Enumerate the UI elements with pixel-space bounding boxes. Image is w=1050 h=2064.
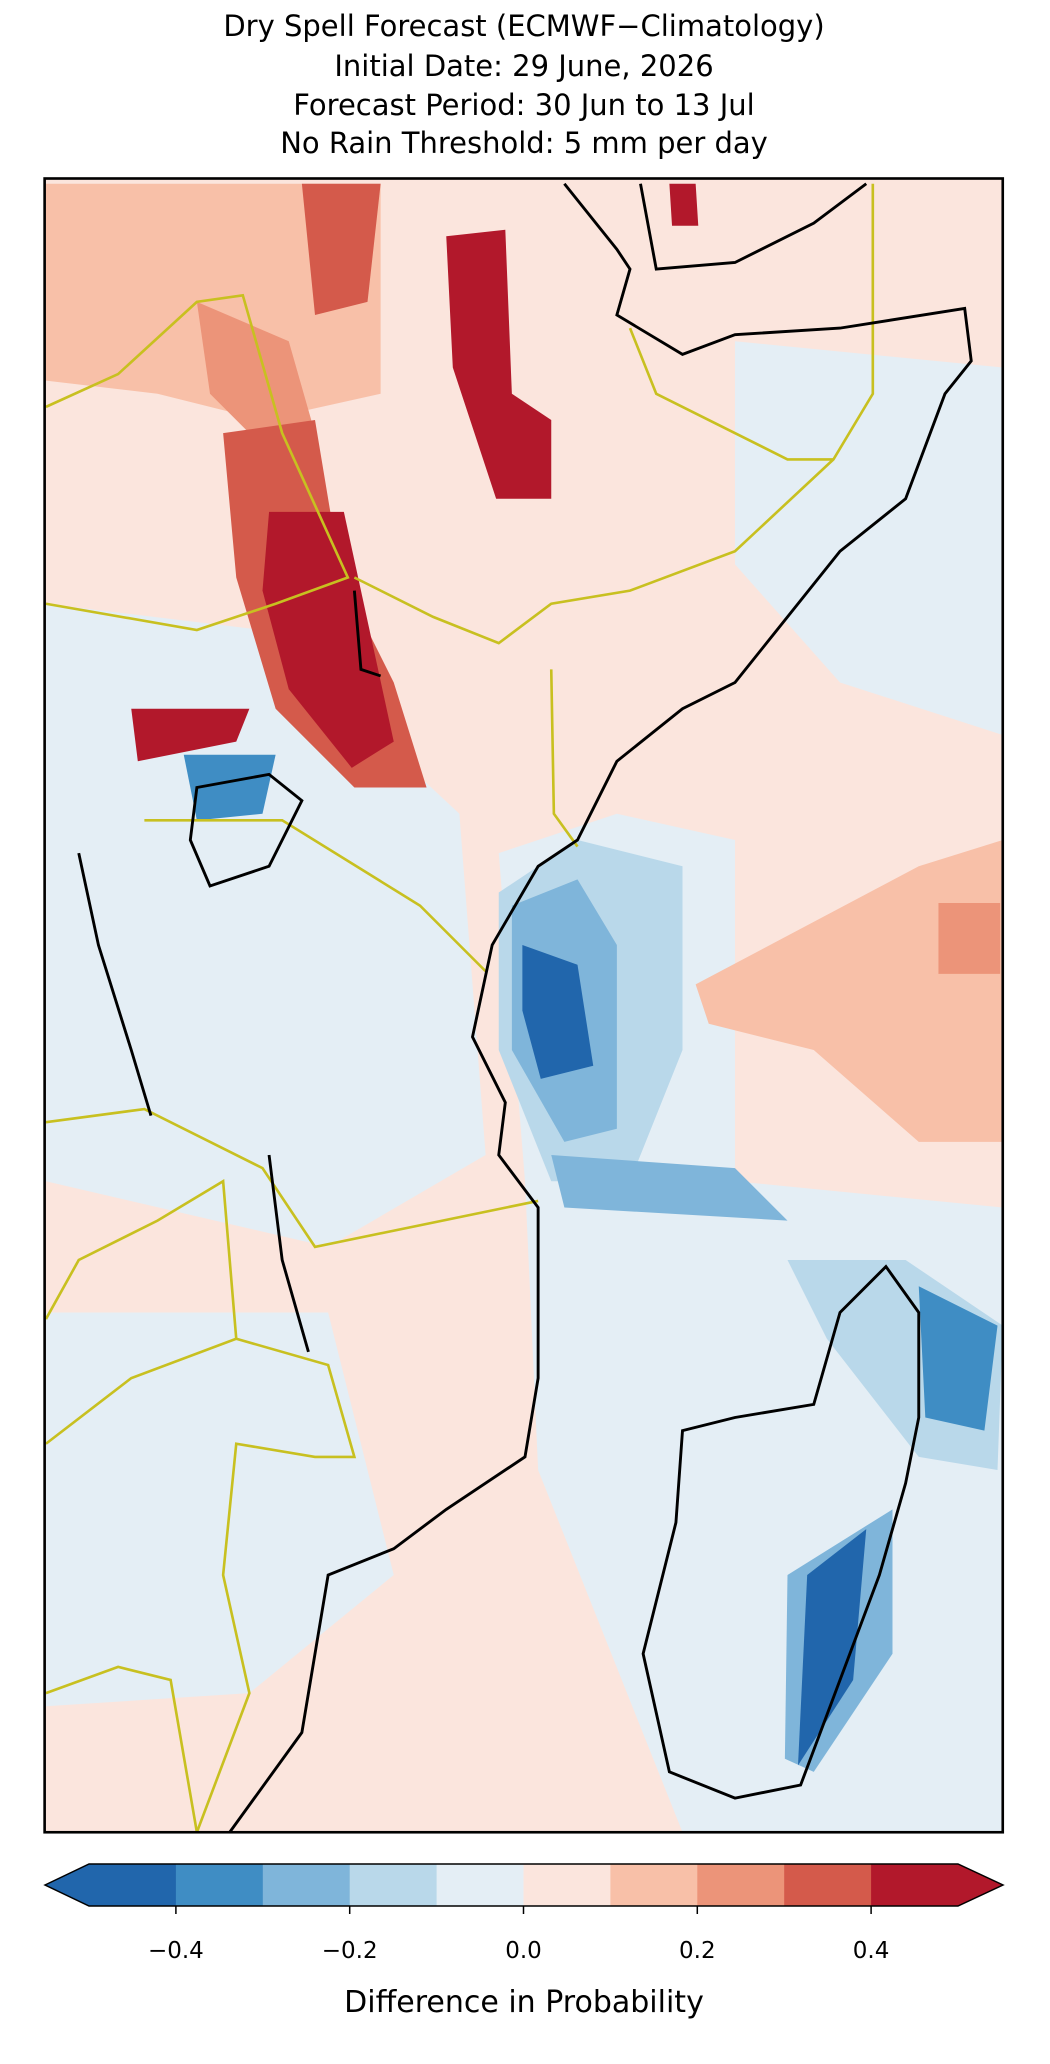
field-patch: [45, 1312, 394, 1707]
border: [628, 327, 834, 461]
field-patch: [918, 1286, 998, 1431]
border: [549, 669, 579, 848]
colorbar-segment: [697, 1864, 785, 1906]
coastline: [639, 182, 868, 271]
border: [353, 183, 875, 645]
border: [144, 819, 487, 973]
border: [44, 1179, 238, 1445]
field-patch: [735, 341, 1003, 735]
title-line: Initial Date: 29 June, 2026: [334, 49, 713, 83]
field-patch: [551, 1155, 788, 1221]
colorbar: −0.4 −0.2 0.0 0.2 0.4: [43, 1863, 1005, 1964]
lake: [188, 772, 304, 888]
colorbar-tick-label: 0.0: [505, 1938, 542, 1964]
field-patch: [262, 511, 394, 768]
colorbar-segment: [175, 1864, 264, 1906]
title-line: Dry Spell Forecast (ECMWF−Climatology): [223, 9, 824, 43]
map-field: [44, 178, 1003, 1833]
colorbar-segment: [89, 1864, 177, 1906]
colorbar-label: Difference in Probability: [344, 1985, 704, 2020]
map-frame: [43, 177, 1005, 1834]
field-patch: [45, 183, 381, 420]
colorbar-extend: [45, 1864, 89, 1906]
colorbar-extend: [958, 1864, 1003, 1906]
border: [45, 1107, 539, 1249]
coastline: [228, 182, 973, 1833]
coastline: [641, 1264, 921, 1800]
colorbar-segment: [523, 1864, 611, 1906]
field-patch: [938, 903, 1001, 974]
border: [45, 293, 350, 632]
field-patch: [183, 754, 276, 821]
field-patch: [695, 840, 1003, 1142]
colorbar-tick-label: 0.4: [853, 1938, 890, 1964]
colorbar-segment: [436, 1864, 524, 1906]
field-patch: [131, 708, 250, 762]
map: [43, 177, 1005, 1834]
colorbar-segment: [784, 1864, 872, 1906]
field-patch: [446, 229, 552, 499]
field-patch: [522, 945, 594, 1079]
border: [195, 1337, 357, 1833]
colorbar-segment: [262, 1864, 351, 1906]
lake: [352, 590, 382, 678]
field-patch: [798, 1529, 867, 1766]
title: Dry Spell Forecast (ECMWF−Climatology) I…: [223, 9, 824, 160]
field-patch: [669, 183, 699, 226]
colorbar-segment: [610, 1864, 698, 1906]
colorbar-tick-label: −0.2: [322, 1938, 378, 1964]
colorbar-outline: [43, 1863, 1005, 1907]
colorbar-tick-label: −0.4: [148, 1938, 204, 1964]
colorbar-tick-label: 0.2: [679, 1938, 716, 1964]
title-line: Forecast Period: 30 Jun to 13 Jul: [293, 88, 754, 122]
field-patch: [301, 183, 381, 315]
title-line: No Rain Threshold: 5 mm per day: [280, 126, 768, 160]
field-patch: [196, 301, 315, 447]
lake: [267, 1154, 310, 1353]
colorbar-segment: [349, 1864, 438, 1906]
lake: [77, 852, 153, 1117]
colorbar-segment: [871, 1864, 959, 1906]
border: [45, 1665, 199, 1833]
